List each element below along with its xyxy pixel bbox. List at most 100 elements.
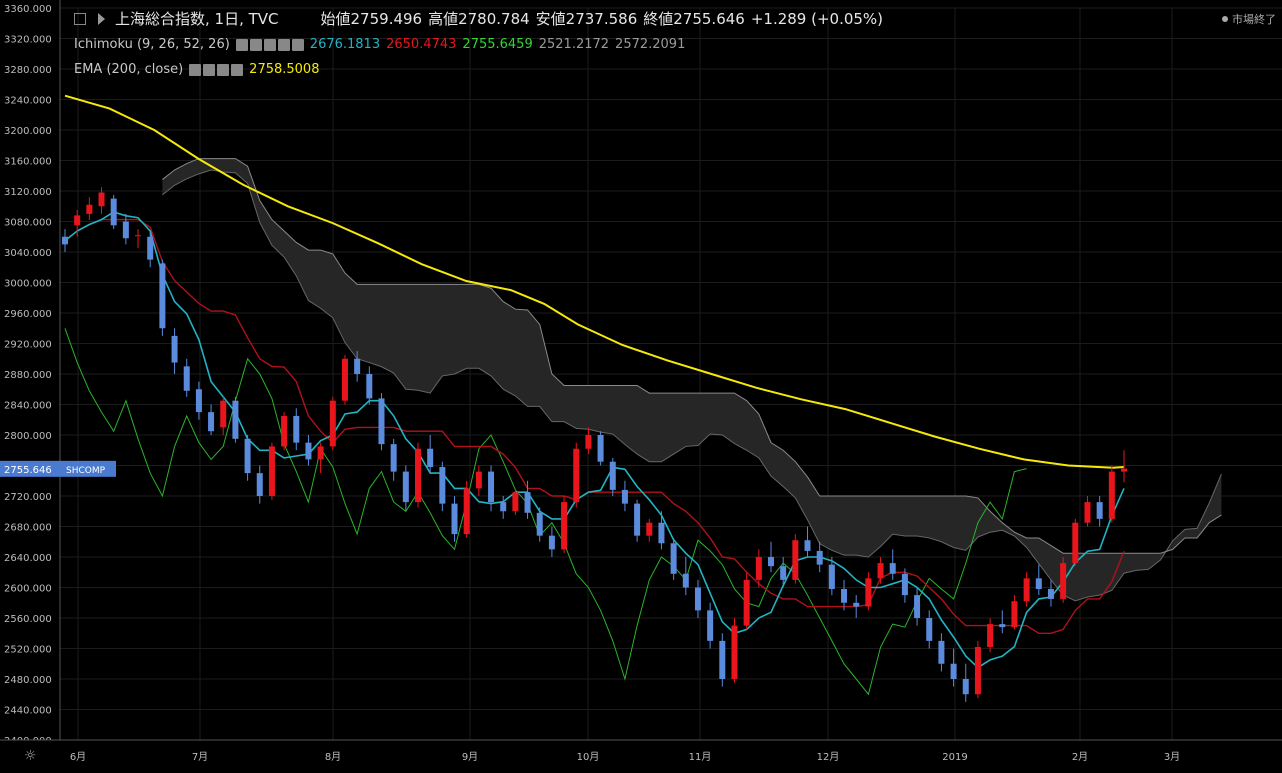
open-value: 始値2759.496	[320, 10, 423, 28]
y-tick-label: 2680.000	[4, 523, 52, 534]
collapse-icon[interactable]	[74, 12, 86, 25]
candle-body	[122, 221, 129, 239]
candle-body	[889, 563, 896, 574]
candle-body	[463, 488, 470, 535]
candle-body	[877, 563, 884, 579]
market-status-text: 市場終了	[1232, 13, 1276, 26]
candle-body	[694, 587, 701, 611]
candle-body	[609, 461, 616, 490]
candle-body	[865, 578, 872, 607]
remove-icon[interactable]	[231, 63, 244, 76]
ema-legend: EMA (200, close) 2758.5008	[74, 62, 319, 77]
change-value: +1.289 (+0.05%)	[750, 9, 884, 28]
candle-body	[317, 446, 324, 460]
y-tick-label: 3280.000	[4, 65, 52, 76]
x-tick-label: 3月	[1164, 751, 1180, 763]
candle-body	[208, 412, 215, 432]
candle-body	[658, 522, 665, 544]
candle-body	[548, 535, 555, 550]
candle-body	[256, 473, 263, 496]
candle-body	[573, 448, 580, 503]
candle-body	[841, 589, 848, 603]
y-tick-label: 2560.000	[4, 614, 52, 625]
status-dot-icon	[1222, 16, 1228, 22]
candle-body	[585, 435, 592, 449]
ichimoku-cloud	[162, 158, 1222, 601]
candle-body	[828, 564, 835, 590]
candle-body	[74, 215, 81, 226]
close-value: 終値2755.646	[643, 10, 745, 28]
y-tick-label: 2880.000	[4, 370, 52, 381]
candle-body	[1084, 502, 1091, 523]
y-tick-label: 2800.000	[4, 431, 52, 442]
candle-body	[1108, 471, 1115, 519]
ichimoku-label[interactable]: Ichimoku (9, 26, 52, 26)	[74, 37, 230, 52]
more-icon[interactable]	[217, 63, 230, 76]
ema-label[interactable]: EMA (200, close)	[74, 62, 184, 77]
y-tick-label: 2440.000	[4, 706, 52, 717]
x-tick-label: 9月	[462, 751, 478, 763]
candle-body	[743, 579, 750, 626]
candle-body	[354, 358, 361, 374]
candle-body	[427, 448, 434, 468]
candle-body	[901, 573, 908, 596]
y-tick-label: 3040.000	[4, 248, 52, 259]
y-tick-label: 2480.000	[4, 675, 52, 686]
candle-body	[451, 503, 458, 535]
candle-body	[974, 646, 981, 695]
candle-body	[731, 625, 738, 679]
candle-body	[98, 192, 105, 207]
ema-buttons	[189, 63, 244, 76]
y-tick-label: 3120.000	[4, 187, 52, 198]
candle-body	[707, 610, 714, 641]
candle-body	[1121, 468, 1127, 472]
candle-body	[366, 374, 373, 399]
chikou-value: 2755.6459	[462, 37, 533, 52]
remove-icon[interactable]	[291, 38, 304, 51]
market-status: 市場終了	[1222, 11, 1276, 27]
span-b-value: 2572.2091	[615, 37, 686, 52]
y-tick-label: 3240.000	[4, 96, 52, 107]
candle-body	[962, 679, 969, 695]
symbol-line[interactable]: 上海総合指数, 1日, TVC	[115, 10, 279, 28]
y-tick-label: 2960.000	[4, 309, 52, 320]
chikou-line	[64, 328, 1027, 696]
code-icon[interactable]	[263, 38, 276, 51]
ichimoku-buttons	[235, 38, 304, 51]
candle-body	[536, 512, 543, 536]
tenkan-value: 2676.1813	[309, 37, 381, 52]
y-tick-label: 2920.000	[4, 340, 52, 351]
candle-body	[293, 415, 300, 443]
more-icon[interactable]	[277, 38, 290, 51]
flag-icon[interactable]	[98, 12, 105, 25]
candle-body	[780, 566, 787, 580]
candle-body	[183, 366, 190, 391]
candle-body	[171, 335, 178, 363]
x-tick-label: 2月	[1072, 751, 1088, 763]
candle-body	[110, 198, 117, 226]
eye-icon[interactable]	[189, 63, 202, 76]
y-tick-label: 3200.000	[4, 126, 52, 137]
candle-body	[159, 263, 166, 329]
candle-body	[232, 400, 239, 439]
eye-icon[interactable]	[235, 38, 248, 51]
candle-body	[512, 492, 519, 512]
y-tick-label: 2520.000	[4, 645, 52, 656]
settings-icon[interactable]	[203, 63, 216, 76]
price-badge-value: 2755.646	[4, 465, 52, 476]
kijun-line	[64, 218, 1125, 634]
ema-line	[64, 94, 1125, 469]
x-tick-label: 2019	[942, 752, 967, 763]
candle-body	[561, 502, 568, 550]
gear-icon[interactable]: ☼	[24, 748, 37, 764]
x-tick-label: 6月	[70, 751, 86, 763]
settings-icon[interactable]	[249, 38, 262, 51]
candle-body	[415, 448, 421, 503]
candle-body	[1060, 563, 1067, 599]
main-legend: 上海総合指数, 1日, TVC 始値2759.496 高値2780.784 安値…	[74, 8, 883, 29]
kijun-value: 2650.4743	[386, 37, 457, 52]
y-tick-label: 3160.000	[4, 157, 52, 168]
candle-body	[634, 503, 641, 536]
